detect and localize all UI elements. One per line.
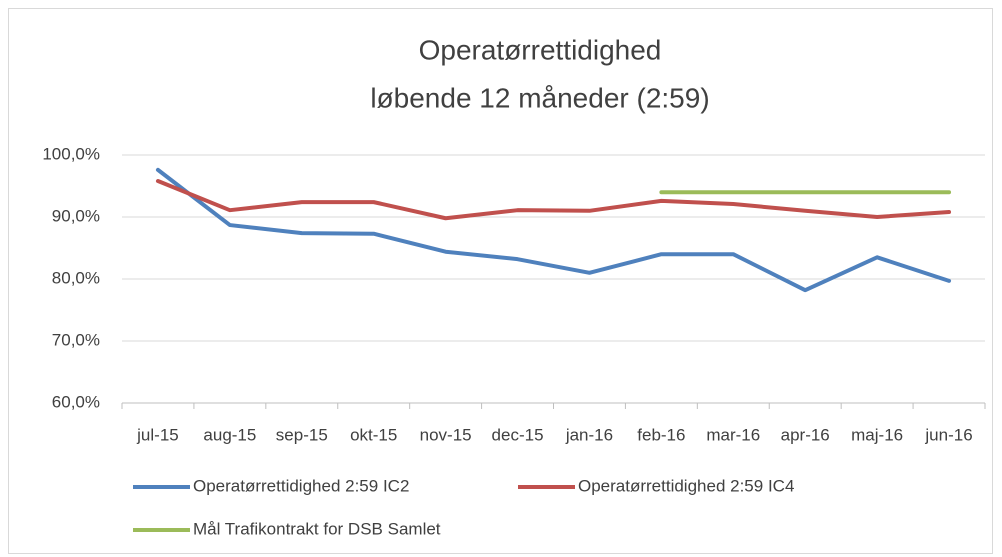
- y-tick-label: 60,0%: [52, 392, 100, 411]
- x-tick-label: nov-15: [420, 425, 472, 444]
- series-line: [155, 179, 952, 221]
- y-tick-label: 80,0%: [52, 268, 100, 287]
- x-tick-label: okt-15: [350, 425, 397, 444]
- chart-subtitle: løbende 12 måneder (2:59): [370, 82, 709, 113]
- y-tick-label: 90,0%: [52, 206, 100, 225]
- x-tick-label: apr-16: [781, 425, 830, 444]
- x-tick-label: feb-16: [637, 425, 685, 444]
- x-tick-label: dec-15: [492, 425, 544, 444]
- series-line: [155, 167, 952, 293]
- legend-label: Operatørrettidighed 2:59 IC2: [193, 476, 409, 495]
- x-tick-label: aug-15: [203, 425, 256, 444]
- x-tick-label: maj-16: [851, 425, 903, 444]
- x-tick-label: jan-16: [565, 425, 613, 444]
- x-tick-label: mar-16: [706, 425, 760, 444]
- chart-title: Operatørrettidighed: [419, 34, 662, 65]
- legend-label: Operatørrettidighed 2:59 IC4: [578, 476, 794, 495]
- x-tick-label: sep-15: [276, 425, 328, 444]
- x-tick-label: jun-16: [924, 425, 972, 444]
- y-tick-label: 70,0%: [52, 330, 100, 349]
- y-tick-label: 100,0%: [42, 144, 100, 163]
- x-tick-label: jul-15: [136, 425, 179, 444]
- legend-label: Mål Trafikontrakt for DSB Samlet: [193, 519, 441, 538]
